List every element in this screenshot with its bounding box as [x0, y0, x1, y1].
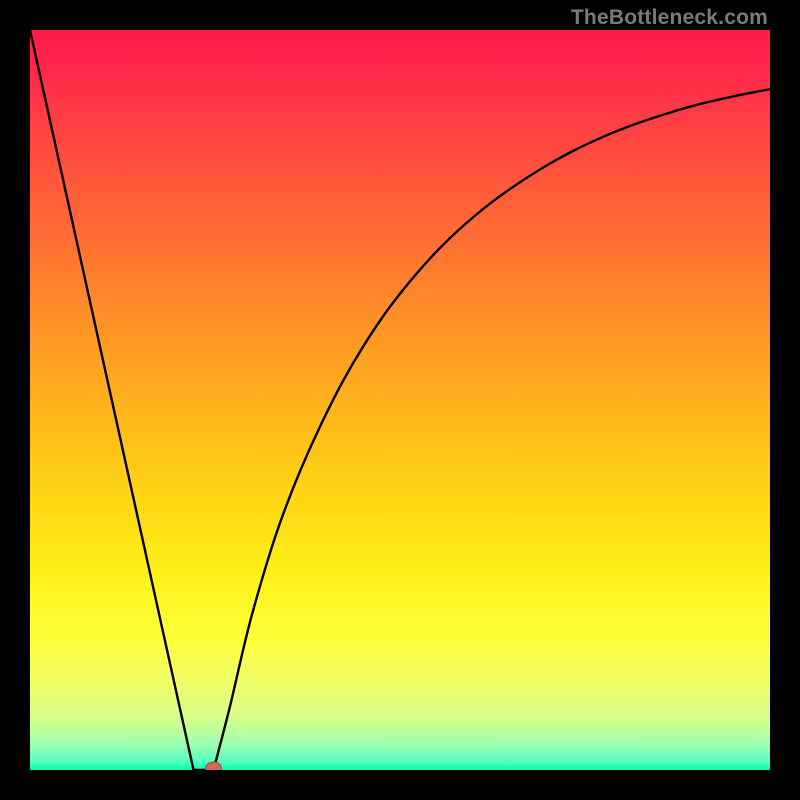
apex-marker: [206, 762, 222, 770]
chart-frame: TheBottleneck.com: [0, 0, 800, 800]
curve-layer: [30, 30, 770, 770]
watermark-label: TheBottleneck.com: [571, 6, 768, 30]
plot-area: [30, 30, 770, 770]
bottleneck-curve: [30, 30, 770, 770]
